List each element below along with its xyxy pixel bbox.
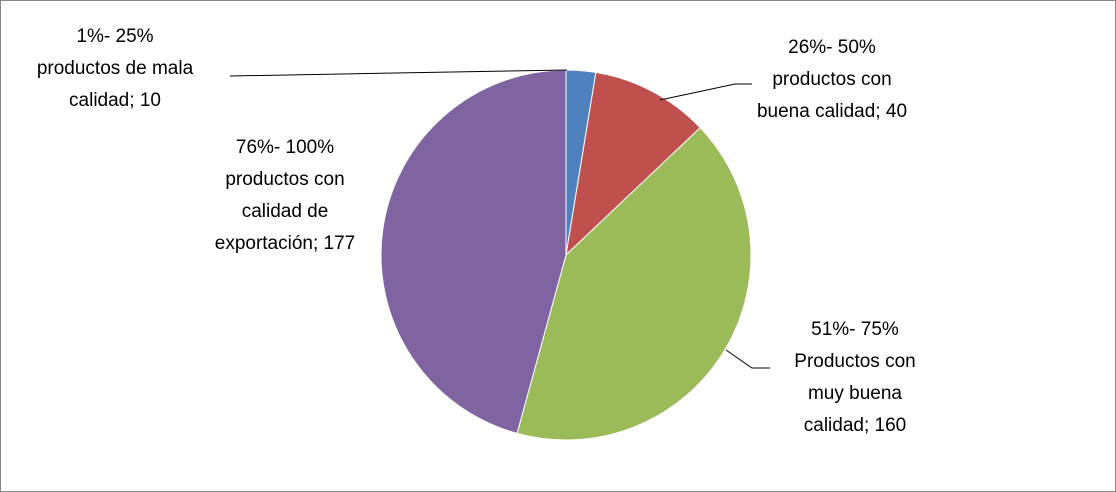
pie-slice <box>516 126 752 441</box>
label-line: exportación <box>215 233 313 254</box>
data-label-value: 177 <box>324 233 356 254</box>
data-label-category: 1%- 25% productos de mala calidad <box>37 26 194 111</box>
label-line: productos de mala <box>37 58 194 79</box>
data-label-category: 76%- 100% productos con calidad de exportac… <box>215 137 345 254</box>
label-line: buena calidad <box>757 101 875 122</box>
label-line: calidad de <box>242 201 329 222</box>
data-label: 51%- 75% Productos con muy buena calidad; 1… <box>794 319 915 436</box>
leader-line <box>725 349 770 369</box>
label-separator: ; <box>875 101 886 122</box>
leader-line <box>659 83 752 101</box>
data-label-value: 160 <box>875 415 907 436</box>
label-line: 76%- 100% <box>236 137 334 158</box>
data-label: 1%- 25% productos de mala calidad; 10 <box>37 26 194 111</box>
data-label: 26%- 50% productos con buena calidad; 40 <box>757 37 907 122</box>
data-label-value: 10 <box>140 90 161 111</box>
label-line: 1%- 25% <box>76 26 153 47</box>
data-label-category: 26%- 50% productos con buena calidad <box>757 37 892 122</box>
label-line: productos con <box>225 169 344 190</box>
label-line: calidad <box>69 90 129 111</box>
data-label: 76%- 100% productos con calidad de exportac… <box>215 137 356 254</box>
data-label-value: 40 <box>886 101 907 122</box>
label-line: 51%- 75% <box>811 319 899 340</box>
label-line: 26%- 50% <box>788 37 876 58</box>
data-label-category: 51%- 75% Productos con muy buena calidad <box>794 319 915 436</box>
label-line: productos con <box>772 69 891 90</box>
label-line: Productos con <box>794 351 915 372</box>
label-line: muy buena <box>808 383 902 404</box>
label-separator: ; <box>313 233 324 254</box>
label-separator: ; <box>129 90 140 111</box>
label-line: calidad <box>804 415 864 436</box>
label-separator: ; <box>864 415 875 436</box>
leader-line <box>229 69 568 77</box>
pie-slice <box>380 69 567 435</box>
pie-slice <box>565 71 701 257</box>
